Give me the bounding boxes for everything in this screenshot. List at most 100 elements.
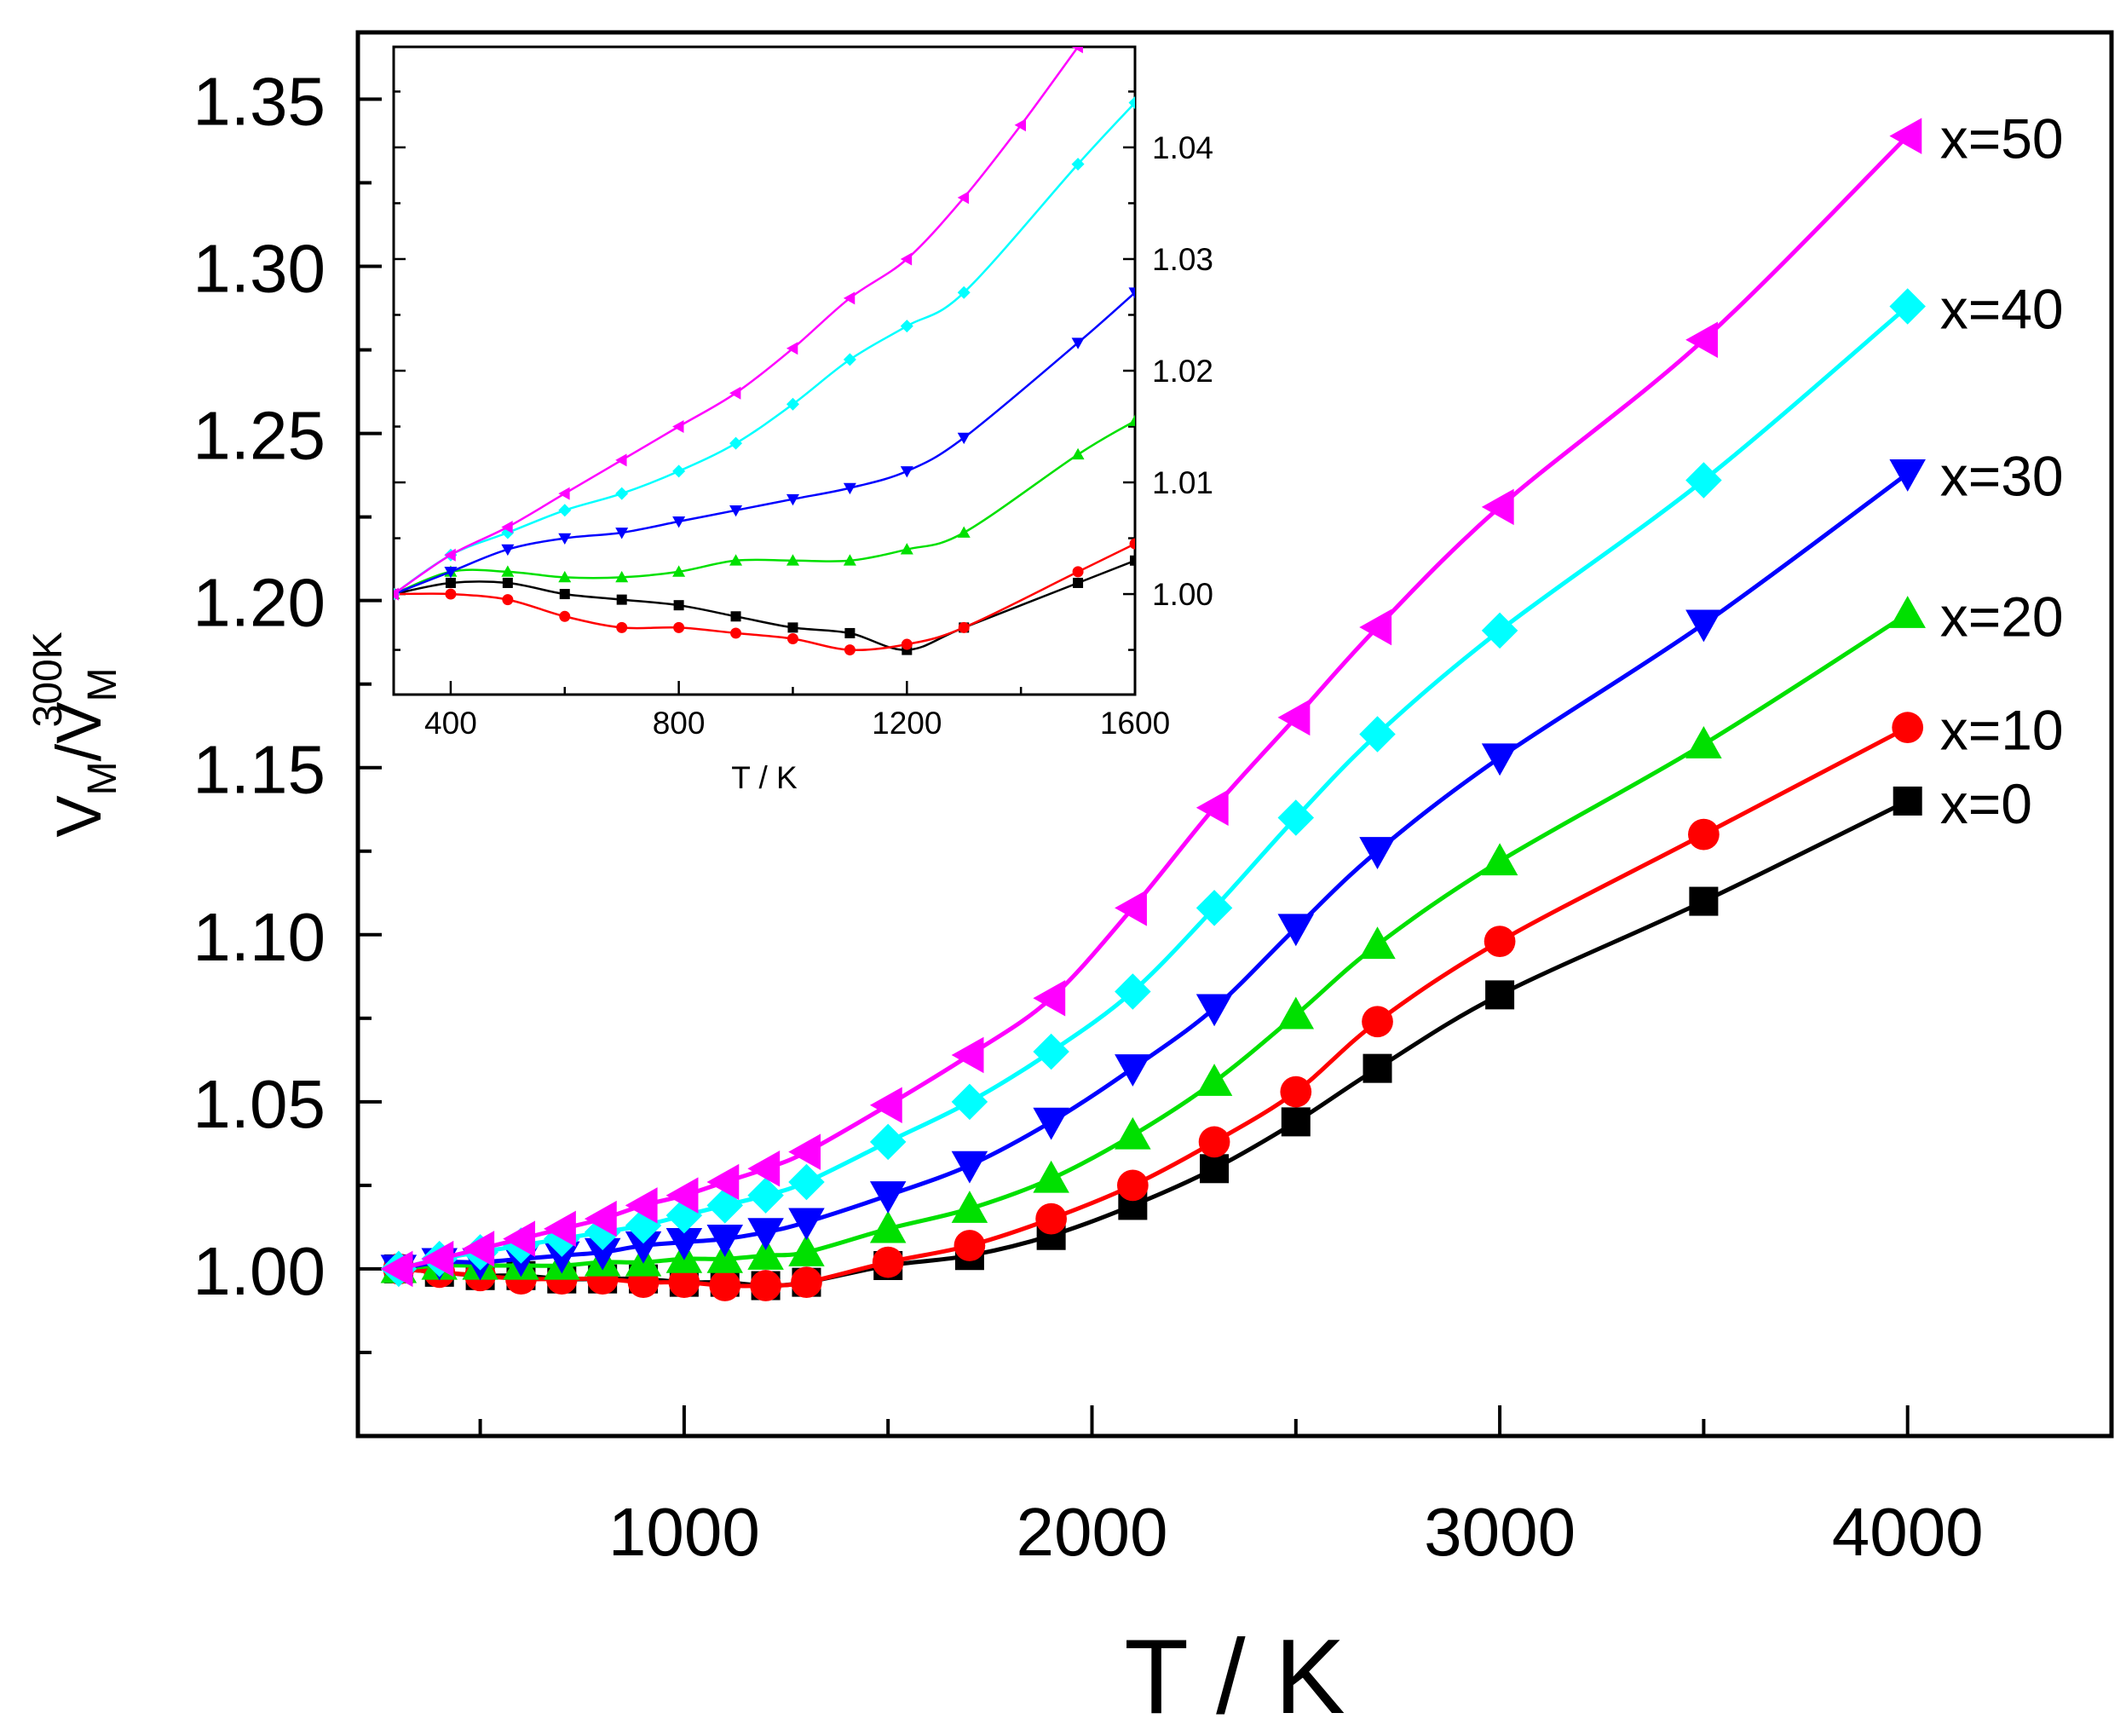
main-data-point	[1481, 743, 1518, 776]
inset-data-point	[1071, 47, 1083, 54]
main-data-point	[1485, 980, 1515, 1010]
main-data-point	[584, 1237, 621, 1271]
main-data-point	[1198, 1126, 1230, 1158]
inset-data-point	[615, 570, 629, 583]
main-data-point	[747, 1218, 784, 1251]
inset-data-point	[729, 386, 741, 400]
y-axis-label-part: M	[80, 667, 125, 701]
inset-data-point	[786, 633, 798, 644]
main-data-point	[747, 1237, 784, 1270]
main-data-point	[706, 1225, 743, 1257]
main-data-point	[1481, 843, 1518, 876]
inset-data-point	[673, 600, 684, 611]
main-plot-frame	[355, 30, 2114, 1439]
inset-data-point	[1073, 577, 1084, 588]
main-data-point	[1033, 1160, 1069, 1193]
inset-data-point	[844, 627, 856, 638]
inset-data-point	[1014, 118, 1027, 132]
inset-data-point	[729, 554, 743, 566]
main-x-tick-label: 4000	[1832, 1494, 1984, 1570]
inset-data-point	[615, 487, 629, 500]
main-data-point	[1685, 726, 1722, 758]
inset-data-point	[957, 191, 970, 205]
main-data-point	[788, 1208, 825, 1241]
inset-data-point	[558, 487, 570, 500]
inset-data-point	[786, 493, 799, 506]
main-data-point	[1892, 712, 1924, 744]
inset-data-point	[786, 397, 799, 411]
inset-y-tick-label: 1.00	[1152, 577, 1213, 612]
main-data-point	[625, 1187, 658, 1224]
main-data-point	[1033, 1107, 1069, 1140]
main-data-point	[951, 1191, 988, 1223]
main-data-point	[1362, 1006, 1393, 1038]
main-data-point	[791, 1266, 822, 1298]
main-data-point	[1116, 1169, 1149, 1202]
main-data-point	[869, 1181, 907, 1214]
inset-data-point	[672, 420, 684, 434]
main-data-point	[462, 1231, 495, 1267]
main-data-point	[788, 1163, 825, 1201]
main-data-point	[668, 1266, 700, 1298]
inset-data-point	[1128, 414, 1135, 426]
inset-data-point	[445, 577, 456, 588]
inset-data-point	[615, 453, 627, 467]
main-data-point	[544, 1241, 580, 1274]
y-axis-label-part: V	[43, 795, 114, 838]
main-data-point	[1115, 973, 1151, 1010]
inset-data-point	[1071, 158, 1085, 171]
inset-data-point	[1128, 96, 1135, 110]
main-data-point	[584, 1200, 617, 1237]
y-axis-label-part: V	[43, 701, 114, 744]
main-y-tick-label: 1.00	[193, 1233, 326, 1309]
y-axis-label-part: /	[43, 743, 114, 761]
main-data-point	[1196, 789, 1229, 827]
inset-data-point	[843, 482, 856, 495]
main-data-point	[1196, 1064, 1233, 1096]
inset-data-point	[558, 504, 572, 517]
inset-plot: 400 800 1200 1600 1.00 1.01 1.02 1.03 1.04 T / K	[392, 45, 1213, 795]
main-series-label: x=10	[1940, 699, 2064, 762]
main-data-point	[544, 1210, 576, 1248]
inset-data-point	[672, 516, 686, 528]
main-data-point	[1688, 818, 1720, 851]
inset-data-point	[616, 594, 627, 605]
inset-data-point	[502, 577, 513, 588]
main-y-tick-label: 1.15	[193, 732, 326, 808]
inset-data-point	[394, 587, 399, 601]
main-data-point	[747, 1177, 784, 1214]
main-data-point	[1484, 926, 1516, 957]
main-data-point	[503, 1220, 536, 1257]
main-data-point	[1359, 837, 1396, 869]
inset-data-point	[1071, 447, 1085, 460]
main-data-point	[1035, 1203, 1067, 1235]
inset-data-point	[843, 291, 856, 305]
main-data-point	[1893, 786, 1922, 816]
main-data-point	[1359, 716, 1396, 753]
main-data-point	[750, 1270, 781, 1301]
main-data-point	[421, 1240, 454, 1277]
main-y-tick-label: 1.10	[193, 899, 326, 975]
inset-data-point	[957, 526, 971, 538]
main-data-point	[1280, 1076, 1312, 1108]
main-x-tick-label: 2000	[1017, 1494, 1168, 1570]
main-series-label: x=40	[1940, 278, 2064, 341]
main-data-point	[951, 1036, 984, 1074]
inset-y-tick-label: 1.01	[1152, 465, 1213, 500]
main-data-point	[665, 1177, 699, 1214]
inset-data-point	[616, 621, 628, 633]
main-plot: 1000 2000 3000 4000 1.00 1.05 1.10 1.15 1.20 1.25…	[26, 30, 2114, 1736]
inset-data-point	[957, 432, 971, 445]
main-data-point	[869, 1123, 907, 1161]
inset-data-point	[502, 594, 514, 606]
main-x-tick-label: 3000	[1424, 1494, 1576, 1570]
main-y-tick-label: 1.35	[193, 63, 326, 139]
inset-series-x=20	[394, 414, 1135, 599]
main-y-tick-label: 1.30	[193, 231, 326, 307]
main-data-point	[1481, 488, 1514, 526]
main-series-label: x=30	[1940, 445, 2064, 508]
main-y-axis-label: VM/VM300K	[26, 632, 125, 837]
inset-series-x=50	[394, 47, 1083, 601]
main-data-point	[1889, 596, 1926, 628]
inset-data-point	[1130, 555, 1135, 566]
